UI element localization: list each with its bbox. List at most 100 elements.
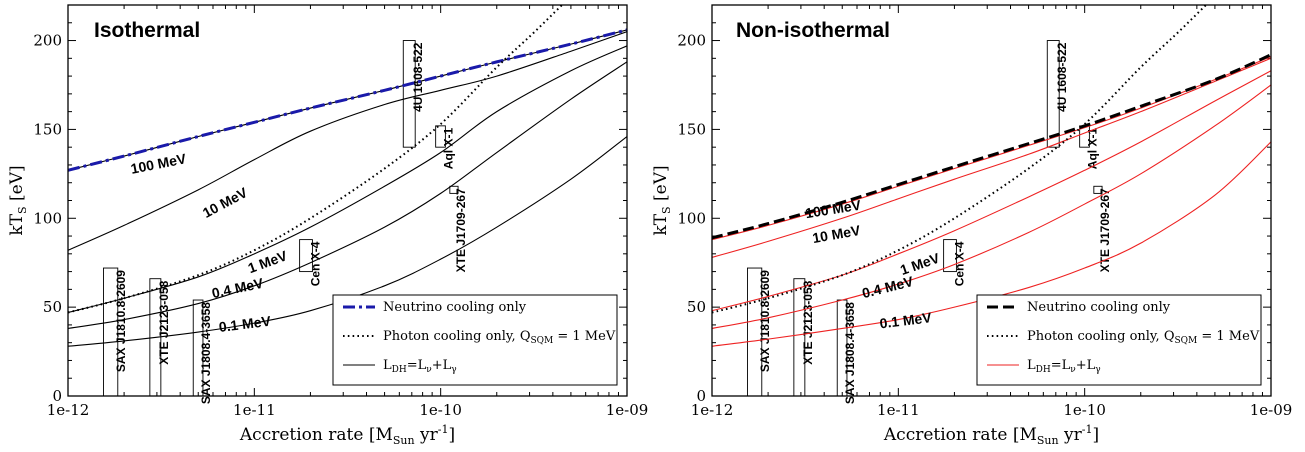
curve-label-10-mev: 10 MeV <box>200 184 251 221</box>
panel0-x-axis-label-tail: yr <box>415 425 439 445</box>
panel1-x-axis-label-tail: yr <box>1059 425 1083 445</box>
panel1-y-tick-label: 100 <box>677 209 706 227</box>
panel1-x-axis-label-close: ] <box>1092 425 1099 445</box>
curve-label-1-mev: 1 MeV <box>246 247 290 276</box>
panel1-legend-tail: =L <box>1051 358 1071 373</box>
source-label-xte-j1709-267: XTE J1709-267 <box>1098 188 1112 272</box>
panel1-legend-entry: Photon cooling only, QSQM = 1 MeV <box>1027 329 1260 346</box>
panel1-x-axis-label-sup: -1 <box>1082 423 1093 436</box>
source-label-cen-x-4: Cen X-4 <box>308 241 322 286</box>
curve-label-0-1-mev: 0.1 MeV <box>218 313 272 335</box>
panel0-legend-entry: Photon cooling only, QSQM = 1 MeV <box>383 329 616 346</box>
panel1-plot-frame <box>711 4 1272 397</box>
panel1-legend-text: Neutrino cooling only <box>1027 300 1171 315</box>
panel0-y-tick-label: 100 <box>33 209 62 227</box>
source-label-xte-j1709-267: XTE J1709-267 <box>454 188 468 272</box>
source-box-cen-x-4 <box>943 239 957 273</box>
panel0-y-tick-label: 200 <box>33 32 62 50</box>
curve-label-100-mev: 100 MeV <box>804 197 863 222</box>
panel1-y-axis-label-main: kT <box>651 213 671 235</box>
panel0-y-axis-label-main: kT <box>7 213 27 235</box>
panel0-y-axis-label-tail: [eV] <box>7 165 27 206</box>
panel1-x-tick-label: 1e-12 <box>691 401 734 419</box>
panel0-x-axis-label-sup: -1 <box>438 423 449 436</box>
series-line-dashdot-5 <box>68 28 627 172</box>
curve-label-100-mev: 100 MeV <box>129 150 188 177</box>
panel1-y-axis-label-sub: S <box>660 206 673 214</box>
panel1-legend-tail2: +L <box>1076 358 1096 373</box>
source-label-aql-x-1: Aql X-1 <box>1085 128 1099 170</box>
series-line-dotted-6 <box>712 5 1208 314</box>
source-label-sax-j1810-8-2609: SAX J1810.8-2609 <box>114 270 128 372</box>
series-line-10-mev <box>712 57 1271 258</box>
panel0-legend-text: Photon cooling only, Q <box>383 329 530 344</box>
panel0-x-tick-label: 1e-12 <box>47 401 90 419</box>
series-line-0-4-mev <box>68 61 627 330</box>
panel0-legend-text: Neutrino cooling only <box>383 300 527 315</box>
source-label-sax-j1810-8-2609: SAX J1810.8-2609 <box>758 270 772 372</box>
panel1-x-axis-label-sub: Sun <box>1037 434 1059 447</box>
panel0-x-axis-label-sub: Sun <box>393 434 415 447</box>
panel0-y-tick-label: 0 <box>52 387 62 405</box>
source-box-4u-1608-522 <box>1046 40 1060 148</box>
series-line-1-mev <box>712 70 1271 312</box>
panel0-x-axis-label: Accretion rate [MSun yr-1] <box>239 423 455 447</box>
panel0-legend-sub: DH <box>392 365 407 375</box>
curve-label-0-4-mev: 0.4 MeV <box>210 275 265 302</box>
panel1-y-axis-label-tail: [eV] <box>651 165 671 206</box>
panel1-y-tick-label: 0 <box>696 387 706 405</box>
panel0-legend-tail2: +L <box>432 358 452 373</box>
panel1-legend-sub: SQM <box>1174 336 1197 346</box>
panel0-legend-sub3: γ <box>451 365 456 375</box>
panel1-x-tick-label: 1e-09 <box>1250 401 1293 419</box>
panel0-chart-title: Isothermal <box>94 19 200 42</box>
series-line-dashed-5 <box>712 53 1271 240</box>
source-label-aql-x-1: Aql X-1 <box>441 128 455 170</box>
panel0-x-tick-label: 1e-10 <box>419 401 462 419</box>
panel1-y-tick-label: 50 <box>687 298 706 316</box>
panel0-legend-entry: LDH=Lν+Lγ <box>383 358 457 375</box>
panel0-y-axis-label: kTS [eV] <box>7 165 29 235</box>
source-label-4u-1608-522: 4U 1608-522 <box>411 42 425 112</box>
panel-isothermal: 1e-12 1e-11 1e-10 1e-09 0 50 100 150 200 Accretio… <box>7 4 648 447</box>
panel1-y-tick-label: 150 <box>677 120 706 138</box>
source-label-sax-j1808-4-3658: SAX J1808.4-3658 <box>843 302 857 404</box>
series-line-100-mev <box>712 56 1271 241</box>
panel0-legend-entry: Neutrino cooling only <box>383 300 527 315</box>
panel1-legend-text: Photon cooling only, Q <box>1027 329 1174 344</box>
source-box-aql-x-1 <box>435 125 446 148</box>
panel-non-isothermal: 1e-12 1e-11 1e-10 1e-09 0 50 100 150 200 Accretio… <box>651 4 1293 447</box>
series-line-1-mev <box>68 45 627 314</box>
panel1-legend-tail: = 1 MeV <box>1197 329 1260 344</box>
source-box-xte-j1709-267 <box>449 185 459 194</box>
source-label-cen-x-4: Cen X-4 <box>952 241 966 286</box>
series-line-10-mev <box>68 31 627 251</box>
panel0-y-tick-label: 50 <box>43 298 62 316</box>
panel0-x-tick-label: 1e-11 <box>233 401 276 419</box>
source-box-cen-x-4 <box>299 239 313 273</box>
panel1-legend-box <box>976 294 1262 386</box>
panel0-legend-sub: SQM <box>530 336 553 346</box>
panel0-legend-tail: = 1 MeV <box>553 329 616 344</box>
source-label-xte-j2123-058: XTE J2123-058 <box>157 280 171 364</box>
curve-label-0-1-mev: 0.1 MeV <box>879 309 933 331</box>
panel1-y-tick-label: 200 <box>677 32 706 50</box>
panel0-x-axis-label-main: Accretion rate [M <box>239 425 393 445</box>
panel0-plot-frame <box>67 4 628 397</box>
panel0-legend-tail: =L <box>407 358 427 373</box>
panel1-curves <box>712 5 1271 347</box>
panel1-legend-entry: LDH=Lν+Lγ <box>1027 358 1101 375</box>
panel0-legend-box <box>332 294 618 386</box>
panel0-y-tick-label: 150 <box>33 120 62 138</box>
panel0-legend-sub2: ν <box>426 365 431 375</box>
panel1-legend-sub: DH <box>1036 365 1051 375</box>
panel1-chart-title: Non-isothermal <box>736 19 890 42</box>
panel1-x-axis-label-main: Accretion rate [M <box>883 425 1037 445</box>
series-line-dotted-6 <box>68 5 564 314</box>
curve-label-0-4-mev: 0.4 MeV <box>860 273 915 301</box>
source-label-sax-j1808-4-3658: SAX J1808.4-3658 <box>199 302 213 404</box>
panel1-x-tick-label: 1e-10 <box>1063 401 1106 419</box>
panel1-x-tick-label: 1e-11 <box>877 401 920 419</box>
panel1-legend-text: L <box>1027 358 1036 373</box>
